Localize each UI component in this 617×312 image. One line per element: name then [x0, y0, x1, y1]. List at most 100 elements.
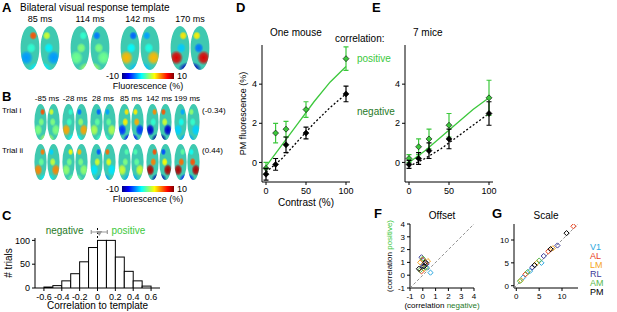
brain-map: [146, 104, 173, 145]
error-bar: [407, 160, 412, 168]
data-point: [416, 266, 421, 271]
activity-blob: [50, 118, 56, 127]
activity-blob: [40, 148, 45, 155]
legend-title: correlation:: [335, 33, 384, 44]
histogram-bar: [80, 262, 89, 288]
brain-map: [70, 26, 111, 76]
y-tick: [511, 262, 514, 263]
brain-background: [34, 104, 60, 140]
brain-map: [62, 144, 89, 185]
x-tick: [115, 288, 116, 291]
panel-letter: E: [372, 0, 381, 15]
error-bar: [273, 159, 278, 171]
data-point: [263, 171, 269, 177]
activity-blob: [66, 118, 72, 127]
error-bar: [273, 123, 278, 143]
activity-blob: [150, 118, 156, 127]
brain-map: [174, 144, 201, 185]
x-tick: [97, 288, 98, 291]
fit-line: [409, 114, 489, 167]
plot-area: [263, 47, 349, 180]
brain-map: [34, 104, 61, 145]
x-tick: [409, 182, 410, 185]
error-bar: [284, 121, 289, 137]
data-point: [426, 136, 432, 142]
x-axis-label: (correlation negative): [404, 301, 479, 310]
activity-blob: [67, 173, 83, 185]
x-tick-label: 0: [263, 186, 268, 196]
activity-blob: [50, 158, 56, 167]
panel-title: Bilateral visual response template: [20, 2, 170, 13]
activity-blob: [106, 118, 112, 127]
activity-blob: [176, 43, 186, 54]
data-point: [303, 130, 309, 136]
y-tick: [407, 288, 410, 289]
activity-blob: [151, 133, 167, 145]
data-point: [426, 148, 432, 154]
frame-label: 85 ms: [120, 94, 142, 103]
histogram-bar: [106, 240, 115, 288]
y-axis-label: PM fluorescence (%): [238, 72, 248, 156]
data-point: [537, 258, 542, 263]
activity-blob: [43, 31, 51, 40]
brain-background: [146, 144, 172, 180]
y-tick-label: 1: [401, 258, 406, 267]
y-tick: [511, 285, 514, 286]
y-tick: [402, 162, 405, 163]
activity-blob: [38, 118, 44, 127]
colorbar-label: Fluorescence (%): [113, 81, 184, 91]
brain-map: [90, 144, 117, 185]
brain-map: [34, 144, 61, 185]
histogram-bar: [71, 274, 80, 288]
data-point: [406, 161, 412, 167]
data-point: [517, 279, 522, 284]
brain-background: [170, 26, 210, 70]
y-tick-label: 0: [25, 283, 30, 293]
y-tick: [32, 288, 35, 289]
brain-background: [174, 104, 200, 140]
x-tick: [449, 182, 450, 185]
histogram-bar: [142, 286, 151, 288]
chart-title: Scale: [533, 210, 558, 221]
activity-blob: [78, 158, 84, 167]
x-tick: [539, 288, 540, 291]
data-point: [446, 122, 452, 128]
y-tick-label: 2: [395, 118, 400, 128]
activity-blob: [152, 108, 157, 115]
activity-blob: [193, 31, 201, 40]
x-tick: [448, 288, 449, 291]
error-bar: [264, 168, 269, 180]
y-tick-label: 0: [395, 158, 400, 168]
data-point: [273, 161, 279, 167]
activity-blob: [190, 158, 196, 167]
colorbar-tick: [174, 73, 175, 79]
activity-blob: [134, 158, 140, 167]
brain-background: [62, 104, 88, 140]
y-tick: [511, 240, 514, 241]
histogram-bar: [89, 248, 98, 288]
y-tick: [407, 249, 410, 250]
data-point: [525, 269, 530, 274]
x-tick-label: 1: [433, 292, 438, 301]
mean-arrow: [96, 231, 102, 236]
brain-map: [62, 104, 89, 145]
x-tick: [43, 288, 44, 291]
data-point: [555, 243, 560, 248]
brain-map: [146, 144, 173, 185]
histogram-bar: [53, 286, 62, 288]
y-tick-label: 0: [401, 271, 406, 280]
brain-background: [62, 144, 88, 180]
activity-blob: [180, 108, 185, 115]
data-point: [486, 95, 492, 101]
error-bar: [304, 127, 309, 139]
y-tick: [407, 262, 410, 263]
brain-background: [174, 144, 200, 180]
fit-line: [266, 67, 346, 167]
activity-blob: [94, 118, 100, 127]
brain-map: [118, 104, 145, 145]
x-tick-label: 50: [301, 186, 311, 196]
brain-map: [170, 26, 211, 76]
error-bar: [427, 143, 432, 159]
data-point: [518, 278, 523, 283]
identity-line: [514, 224, 578, 288]
